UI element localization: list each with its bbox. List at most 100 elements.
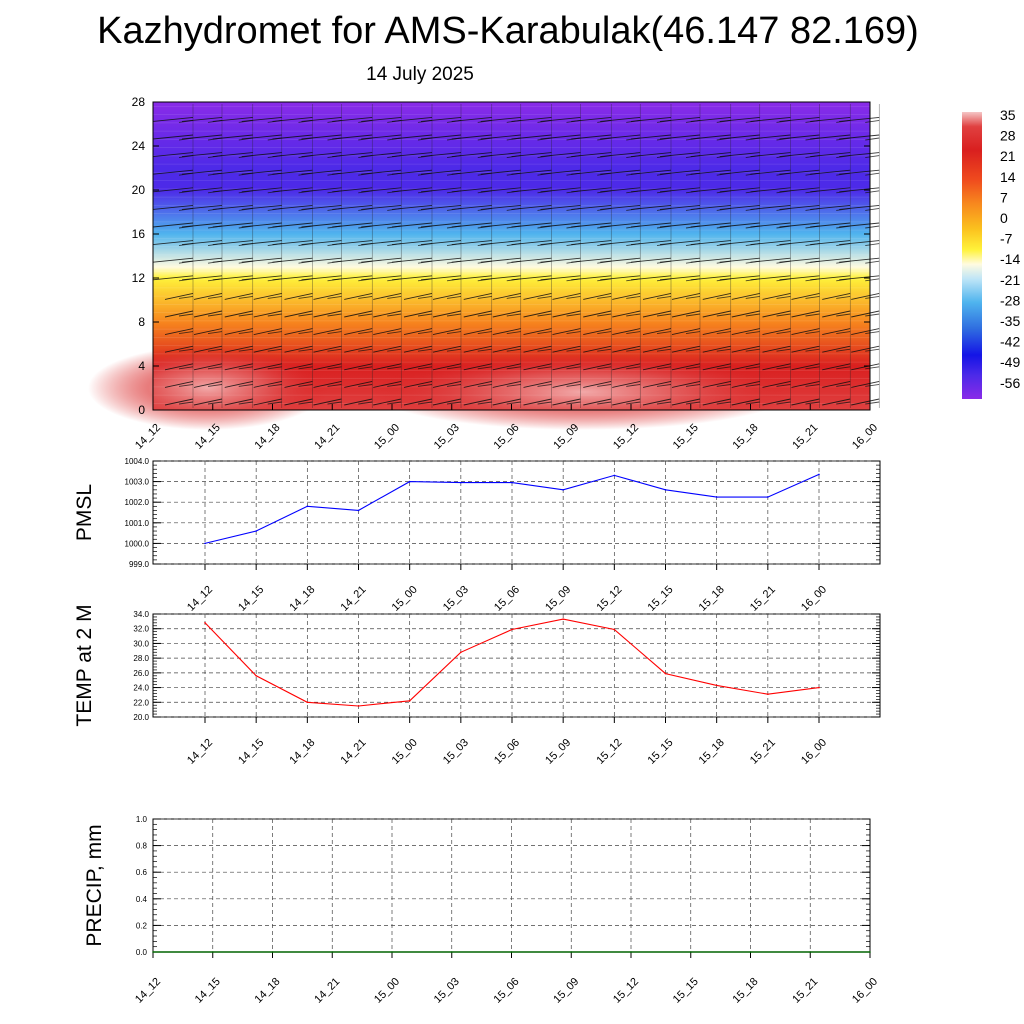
wind-barb-flag — [865, 366, 880, 370]
wind-barb — [810, 275, 851, 281]
wind-barb-flag — [716, 383, 731, 387]
wind-barb-flag — [865, 155, 880, 159]
wind-barb — [420, 134, 462, 140]
temp-2m-point — [767, 693, 769, 695]
pmsl-xtick-label: 15_03 — [441, 584, 471, 614]
wind-barb — [344, 328, 373, 336]
wind-barb — [344, 380, 373, 388]
heatmap-xtick-label: 16_00 — [850, 422, 880, 452]
precip-xtick-label: 14_15 — [193, 976, 223, 1006]
wind-barb — [373, 380, 402, 388]
wind-barb — [391, 240, 433, 246]
wind-barb-flag — [267, 295, 282, 299]
wind-barb-flag — [537, 348, 552, 352]
wind-barb-flag — [865, 137, 880, 141]
wind-barb — [600, 134, 641, 140]
heatmap-ytick-label: 16 — [132, 227, 146, 241]
wind-barb — [702, 292, 731, 300]
wind-barb — [612, 380, 641, 388]
wind-barb — [181, 257, 223, 263]
wind-barb-flag — [506, 295, 521, 299]
wind-barb — [193, 310, 223, 318]
wind-barb-flag — [207, 331, 223, 335]
wind-barb — [839, 116, 880, 122]
wind-barb — [373, 328, 402, 336]
wind-barb-flag — [626, 348, 641, 352]
wind-barb — [731, 398, 760, 406]
wind-barb — [511, 240, 552, 246]
temp-2m-point — [255, 675, 257, 677]
colorbar-label: -56 — [1000, 375, 1020, 391]
wind-barb-flag — [477, 313, 492, 317]
pmsl-xtick-label: 14_12 — [185, 584, 215, 614]
wind-barb — [523, 292, 552, 300]
wind-barb — [480, 134, 521, 140]
wind-barb — [152, 275, 194, 281]
wind-barb-flag — [865, 260, 880, 264]
wind-barb-flag — [566, 383, 581, 387]
wind-barb — [193, 380, 223, 388]
chart-subtitle: 14 July 2025 — [366, 64, 474, 85]
pmsl-xtick-label: 15_09 — [543, 584, 573, 614]
wind-barb — [492, 380, 521, 388]
wind-barb — [212, 257, 253, 263]
precip-xtick-label: 15_00 — [372, 976, 402, 1006]
wind-barb — [361, 222, 402, 228]
wind-barb — [810, 187, 851, 193]
wind-barb — [851, 345, 880, 353]
wind-barb — [690, 116, 731, 122]
wind-barb — [671, 292, 701, 300]
wind-barb — [224, 380, 253, 388]
wind-barb — [642, 345, 672, 353]
wind-barb-flag — [566, 348, 581, 352]
wind-barb — [492, 292, 521, 300]
wind-barb-flag — [417, 401, 433, 405]
wind-barb — [659, 152, 701, 158]
temp-2m-point — [204, 622, 206, 624]
wind-barb — [361, 169, 402, 175]
wind-barb — [451, 240, 492, 246]
wind-barb — [630, 275, 672, 281]
wind-barb — [193, 328, 223, 336]
precip-point — [211, 951, 214, 953]
wind-barb-flag — [327, 383, 342, 387]
wind-barb-flag — [776, 383, 791, 387]
wind-barb — [779, 134, 820, 140]
wind-barb-flag — [446, 401, 462, 405]
wind-barb-flag — [417, 295, 433, 299]
wind-barb — [750, 204, 791, 210]
wind-barb — [373, 345, 402, 353]
precip-point — [809, 951, 812, 953]
wind-barb — [511, 257, 552, 263]
wind-barb — [373, 398, 402, 406]
wind-barb-flag — [238, 313, 253, 317]
wind-barb — [750, 169, 791, 175]
temp-2m-xtick-label: 14_18 — [287, 737, 317, 767]
wind-barb — [630, 134, 672, 140]
precip-xtick-label: 14_12 — [133, 976, 163, 1006]
wind-barb — [212, 152, 253, 158]
precip-point — [510, 951, 513, 953]
wind-barb — [750, 187, 791, 193]
wind-barb — [791, 345, 820, 353]
pmsl-point — [818, 473, 820, 476]
wind-barb-flag — [417, 313, 433, 317]
wind-barb — [750, 152, 791, 158]
wind-barb — [690, 257, 731, 263]
wind-barb — [451, 275, 492, 281]
wind-barb-flag — [207, 383, 223, 387]
wind-barb — [391, 257, 433, 263]
temp-2m-point — [357, 705, 360, 707]
wind-barb — [224, 292, 253, 300]
wind-barb — [152, 257, 194, 263]
wind-barb — [600, 222, 641, 228]
pmsl-xtick-label: 14_18 — [287, 584, 317, 614]
pmsl-ytick-label: 1000.0 — [125, 539, 150, 548]
wind-barb — [241, 275, 282, 281]
wind-barb — [480, 169, 521, 175]
colorbar-label: -28 — [1000, 292, 1020, 308]
wind-barb — [164, 328, 194, 336]
precip-panel: 0.0 0.2 0.4 0.6 0.8 1.0 14_12 14_15 14_18 14_21 15… — [83, 815, 880, 1006]
wind-barb-flag — [597, 313, 612, 317]
wind-barb — [642, 380, 672, 388]
